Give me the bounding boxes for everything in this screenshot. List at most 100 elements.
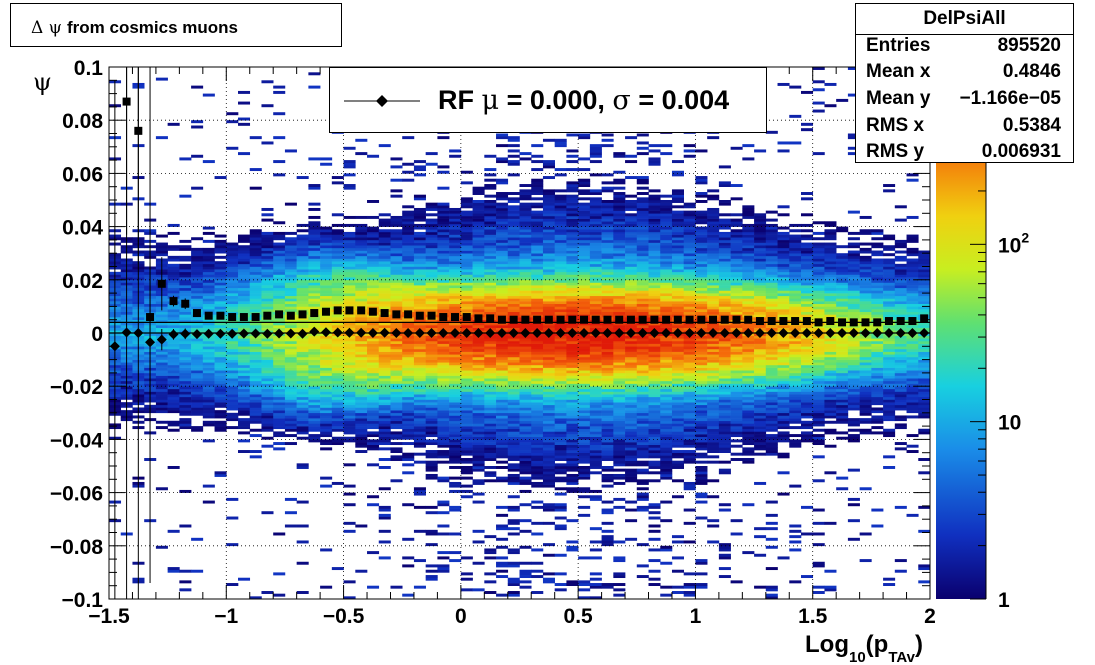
- heatmap-bin: [320, 402, 333, 406]
- heatmap-bin: [226, 319, 239, 323]
- heatmap-bin: [331, 269, 344, 273]
- heatmap-bin: [155, 402, 168, 406]
- heatmap-bin: [519, 585, 532, 589]
- heatmap-bin: [636, 192, 649, 195]
- heatmap-bin: [636, 311, 649, 315]
- heatmap-bin: [519, 279, 532, 283]
- heatmap-bin: [648, 383, 661, 387]
- heatmap-bin: [589, 338, 602, 342]
- heatmap-bin: [238, 412, 251, 416]
- heatmap-bin: [578, 168, 591, 172]
- heatmap-bin: [367, 370, 380, 374]
- heatmap-bin: [367, 418, 380, 422]
- heatmap-bin: [460, 226, 473, 230]
- heatmap-bin: [507, 261, 520, 265]
- heatmap-bin: [519, 575, 532, 579]
- heatmap-bin: [425, 340, 438, 344]
- heatmap-bin: [425, 463, 438, 467]
- heatmap-bin: [308, 359, 321, 363]
- heatmap-bin: [531, 463, 544, 467]
- heatmap-bin: [507, 263, 520, 267]
- heatmap-bin: [601, 423, 614, 427]
- heatmap-bin: [320, 356, 333, 360]
- heatmap-bin: [425, 237, 438, 241]
- heatmap-bin: [191, 263, 204, 267]
- heatmap-bin: [214, 428, 227, 432]
- heatmap-bin: [566, 404, 579, 408]
- heatmap-bin: [507, 495, 520, 499]
- heatmap-bin: [636, 322, 649, 326]
- heatmap-bin: [367, 343, 380, 347]
- heatmap-bin: [226, 364, 239, 368]
- heatmap-bin: [601, 133, 614, 137]
- heatmap-bin: [308, 207, 321, 211]
- heatmap-bin: [542, 213, 555, 217]
- heatmap-bin: [308, 394, 321, 398]
- heatmap-bin: [683, 452, 696, 456]
- heatmap-bin: [566, 306, 579, 310]
- heatmap-bin: [496, 412, 509, 416]
- heatmap-bin: [226, 396, 239, 400]
- heatmap-bin: [249, 306, 262, 310]
- heatmap-bin: [519, 245, 532, 249]
- heatmap-bin: [484, 535, 497, 539]
- heatmap-bin: [519, 519, 532, 523]
- heatmap-bin: [425, 279, 438, 283]
- heatmap-bin: [613, 420, 626, 424]
- heatmap-bin: [554, 290, 567, 294]
- heatmap-bin: [413, 269, 426, 273]
- heatmap-bin: [484, 367, 497, 371]
- heatmap-bin: [660, 460, 673, 464]
- heatmap-bin: [671, 426, 684, 430]
- heatmap-bin: [249, 319, 262, 323]
- heatmap-bin: [566, 519, 579, 523]
- heatmap-bin: [660, 548, 673, 552]
- heatmap-bin: [273, 274, 286, 278]
- heatmap-bin: [519, 189, 532, 193]
- heatmap-bin: [425, 386, 438, 390]
- heatmap-bin: [578, 285, 591, 289]
- heatmap-bin: [613, 207, 626, 211]
- heatmap-bin: [578, 213, 591, 217]
- heatmap-bin: [460, 348, 473, 352]
- heatmap-bin: [331, 234, 344, 238]
- heatmap-bin: [566, 468, 579, 472]
- heatmap-bin: [496, 247, 509, 251]
- heatmap-bin: [601, 245, 614, 249]
- heatmap-bin: [308, 266, 321, 270]
- heatmap-bin: [531, 261, 544, 265]
- heatmap-bin: [671, 160, 684, 164]
- heatmap-bin: [507, 519, 520, 523]
- heatmap-bin: [507, 447, 520, 451]
- heatmap-bin: [507, 370, 520, 374]
- heatmap-bin: [484, 378, 497, 382]
- heatmap-bin: [378, 263, 391, 267]
- heatmap-bin: [601, 200, 614, 203]
- heatmap-bin: [402, 383, 415, 387]
- heatmap-bin: [155, 242, 168, 246]
- heatmap-bin: [578, 596, 591, 600]
- heatmap-bin: [355, 346, 368, 350]
- heatmap-bin: [519, 481, 532, 485]
- heatmap-bin: [390, 239, 403, 243]
- heatmap-bin: [191, 298, 204, 302]
- heatmap-bin: [671, 274, 684, 278]
- heatmap-bin: [449, 309, 462, 313]
- heatmap-bin: [343, 301, 356, 305]
- heatmap-bin: [625, 359, 638, 363]
- heatmap-bin: [413, 303, 426, 307]
- heatmap-bin: [531, 394, 544, 398]
- heatmap-bin: [449, 399, 462, 403]
- heatmap-bin: [261, 340, 274, 344]
- heatmap-bin: [202, 301, 215, 305]
- heatmap-bin: [519, 226, 532, 230]
- heatmap-bin: [531, 426, 544, 430]
- heatmap-bin: [625, 221, 638, 225]
- heatmap-bin: [671, 271, 684, 275]
- heatmap-bin: [214, 370, 227, 374]
- heatmap-bin: [578, 181, 591, 185]
- heatmap-bin: [613, 223, 626, 227]
- heatmap-bin: [660, 269, 673, 273]
- heatmap-bin: [320, 285, 333, 289]
- heatmap-bin: [284, 301, 297, 305]
